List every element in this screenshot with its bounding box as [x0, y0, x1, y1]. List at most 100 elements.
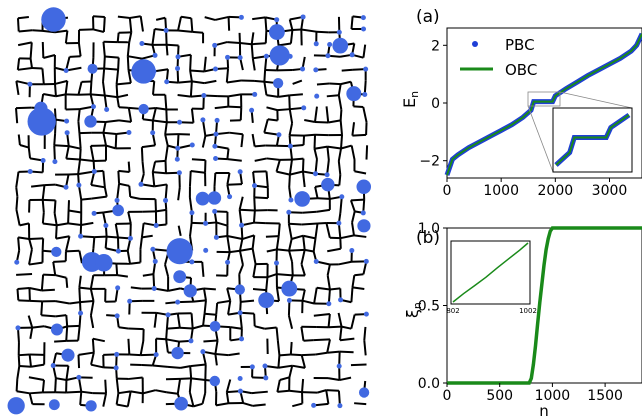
- network-edge: [16, 390, 30, 395]
- network-site: [48, 399, 60, 411]
- network-site: [313, 67, 319, 73]
- network-edge: [103, 187, 108, 197]
- network-edge: [225, 391, 230, 404]
- network-edge: [300, 326, 305, 341]
- network-edge: [17, 41, 32, 47]
- network-site: [163, 197, 169, 203]
- network-edge: [351, 211, 356, 223]
- network-site: [174, 396, 188, 411]
- network-edge: [339, 326, 343, 341]
- network-edge: [363, 340, 367, 356]
- network-edge: [154, 183, 168, 188]
- network-edge: [287, 223, 293, 240]
- network-edge: [140, 223, 145, 238]
- network-edge: [337, 223, 342, 239]
- network-edge: [251, 390, 268, 395]
- network-edge: [77, 81, 83, 95]
- network-edge: [89, 288, 95, 302]
- network-site: [173, 270, 187, 284]
- network-edge: [227, 235, 243, 241]
- network-edge: [177, 94, 191, 98]
- network-edge: [340, 234, 355, 240]
- network-edge: [141, 161, 145, 174]
- network-site: [207, 191, 222, 205]
- network-edge: [340, 80, 352, 86]
- network-edge: [102, 170, 106, 188]
- network-edge: [287, 315, 294, 329]
- network-edge: [114, 134, 118, 149]
- network-edge: [53, 108, 57, 120]
- network-edge: [276, 273, 293, 277]
- network-edge: [289, 389, 303, 394]
- panel-b-xtick-label: 1500: [587, 388, 623, 404]
- network-site: [327, 42, 333, 48]
- network-site: [287, 143, 293, 149]
- network-edge: [325, 222, 331, 238]
- network-edge: [288, 238, 293, 251]
- network-site: [188, 338, 194, 344]
- network-edge: [301, 222, 318, 226]
- network-edge: [288, 174, 291, 188]
- network-edge: [28, 393, 34, 405]
- network-edge: [164, 134, 169, 146]
- network-edge: [41, 68, 45, 85]
- network-edge: [351, 222, 355, 236]
- network-edge: [266, 94, 279, 98]
- network-edge: [17, 237, 21, 251]
- network-edge: [17, 134, 21, 146]
- network-edge: [253, 313, 256, 327]
- network-edge: [354, 402, 367, 406]
- network-edge: [53, 133, 57, 146]
- network-site: [91, 169, 97, 175]
- panel-a-spectrum-plot: (a) 0 1000 2000 3000−202 En PBC OBC: [400, 7, 642, 199]
- network-edge: [130, 390, 143, 395]
- network-edge: [91, 184, 106, 189]
- network-edge: [337, 83, 342, 96]
- panel-a-xtick-label: 1000: [483, 183, 519, 199]
- network-edge: [229, 131, 243, 136]
- network-edge: [291, 157, 304, 161]
- network-edge: [217, 299, 231, 304]
- network-edge: [202, 313, 206, 326]
- network-site: [27, 107, 56, 136]
- network-edge: [275, 159, 281, 172]
- panel-a-xtick-label: 0: [443, 183, 452, 199]
- network-edge: [288, 365, 294, 378]
- network-edge: [118, 326, 129, 330]
- network-edge: [325, 389, 330, 405]
- network-edge: [64, 30, 69, 44]
- network-edge: [128, 32, 133, 43]
- network-site: [338, 297, 344, 303]
- network-edge: [127, 55, 143, 60]
- network-edge: [352, 286, 365, 290]
- network-site: [104, 106, 110, 112]
- network-edge: [156, 337, 167, 341]
- network-edge: [78, 250, 83, 264]
- network-edge: [152, 171, 167, 175]
- network-edge: [41, 288, 55, 292]
- network-edge: [317, 197, 330, 200]
- network-edge: [103, 131, 117, 136]
- network-site: [237, 375, 243, 381]
- network-edge: [190, 108, 195, 123]
- network-edge: [40, 301, 44, 316]
- network-edge: [303, 133, 316, 137]
- network-edge: [254, 144, 266, 148]
- network-edge: [165, 338, 180, 343]
- network-site: [152, 52, 158, 58]
- network-site: [195, 191, 210, 206]
- network-edge: [141, 144, 156, 149]
- network-edge: [301, 353, 316, 357]
- network-edge: [41, 212, 45, 224]
- network-edge: [265, 171, 269, 188]
- network-site: [363, 311, 369, 317]
- network-edge: [152, 248, 169, 252]
- network-edge: [253, 79, 265, 83]
- network-edge: [188, 170, 192, 187]
- network-edge: [79, 300, 94, 304]
- network-edge: [287, 300, 291, 316]
- network-edge: [254, 196, 268, 200]
- network-edge: [69, 301, 81, 305]
- network-edge: [55, 235, 70, 240]
- network-edge: [31, 184, 45, 188]
